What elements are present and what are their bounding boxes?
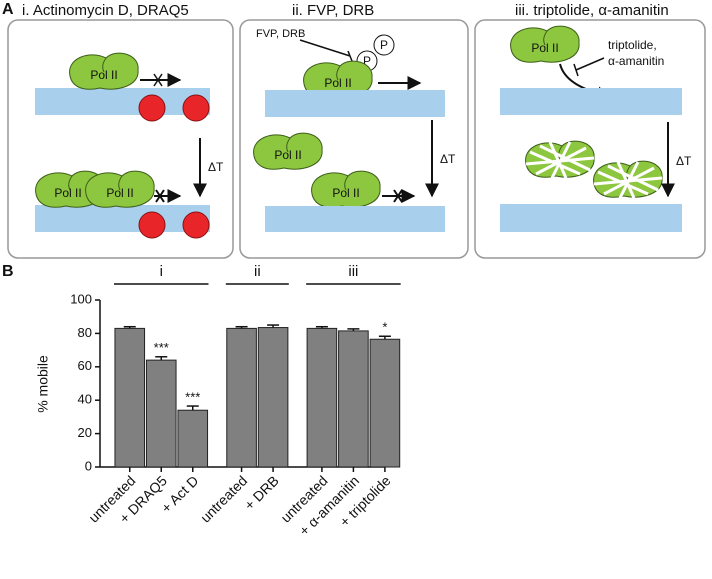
dna [265, 206, 445, 232]
pol-label: Pol II [324, 76, 351, 90]
y-tick-label: 20 [78, 425, 92, 440]
pol-label: Pol II [106, 186, 133, 200]
bar [177, 409, 209, 468]
drug [138, 94, 166, 122]
bar [257, 327, 289, 468]
bar [145, 359, 177, 468]
y-axis-label: % mobile [35, 355, 51, 413]
panel-title: iii. triptolide, α-amanitin [515, 2, 669, 19]
bar [226, 327, 257, 468]
inhibitor: FVP, DRB [256, 28, 305, 40]
delta-t: ΔT [440, 152, 456, 166]
block [153, 73, 163, 87]
drug [182, 94, 210, 122]
phospho-label: P [380, 38, 388, 52]
bar [369, 338, 401, 468]
bar [306, 327, 338, 468]
pol-label: Pol II [90, 68, 117, 82]
pol-label: Pol II [54, 186, 81, 200]
pol-label: Pol II [274, 148, 301, 162]
inhibit [299, 39, 353, 62]
panel-label: B [2, 263, 14, 280]
phospho [373, 34, 395, 56]
y-tick-label: 80 [78, 325, 92, 340]
drug [138, 211, 166, 239]
dna [500, 88, 682, 115]
phospho-label: P [363, 54, 371, 68]
panel-title: ii. FVP, DRB [292, 2, 374, 19]
dna [35, 205, 210, 232]
significance: * [382, 320, 387, 335]
degraded-pol [594, 161, 663, 198]
significance: *** [154, 340, 169, 355]
dna [265, 90, 445, 117]
x-tick-label: + DRB [241, 472, 282, 513]
bar [114, 327, 146, 468]
dna [500, 204, 682, 232]
pol-label: Pol II [531, 41, 558, 55]
panel-title: i. Actinomycin D, DRAQ5 [22, 2, 189, 19]
degraded-pol [526, 141, 595, 178]
inhibit [573, 57, 605, 77]
y-tick-label: 100 [70, 291, 92, 306]
block [393, 189, 403, 203]
delta-t: ΔT [676, 154, 692, 168]
drug [182, 211, 210, 239]
bar [338, 330, 369, 468]
group-label: iii [348, 263, 358, 280]
pol-label: Pol II [332, 186, 359, 200]
panel-label: A [2, 1, 14, 18]
significance: *** [185, 389, 200, 404]
panel-box [474, 19, 706, 259]
y-tick-label: 0 [85, 458, 92, 473]
delta-t: ΔT [208, 160, 224, 174]
inhibitor: α-amanitin [608, 54, 664, 68]
group-label: ii [254, 263, 261, 280]
inhibitor: triptolide, [608, 38, 657, 52]
block [155, 189, 165, 203]
group-label: i [160, 263, 163, 280]
dna [35, 88, 210, 115]
x-tick-label: untreated [197, 472, 250, 525]
y-tick-label: 60 [78, 358, 92, 373]
y-tick-label: 40 [78, 392, 92, 407]
